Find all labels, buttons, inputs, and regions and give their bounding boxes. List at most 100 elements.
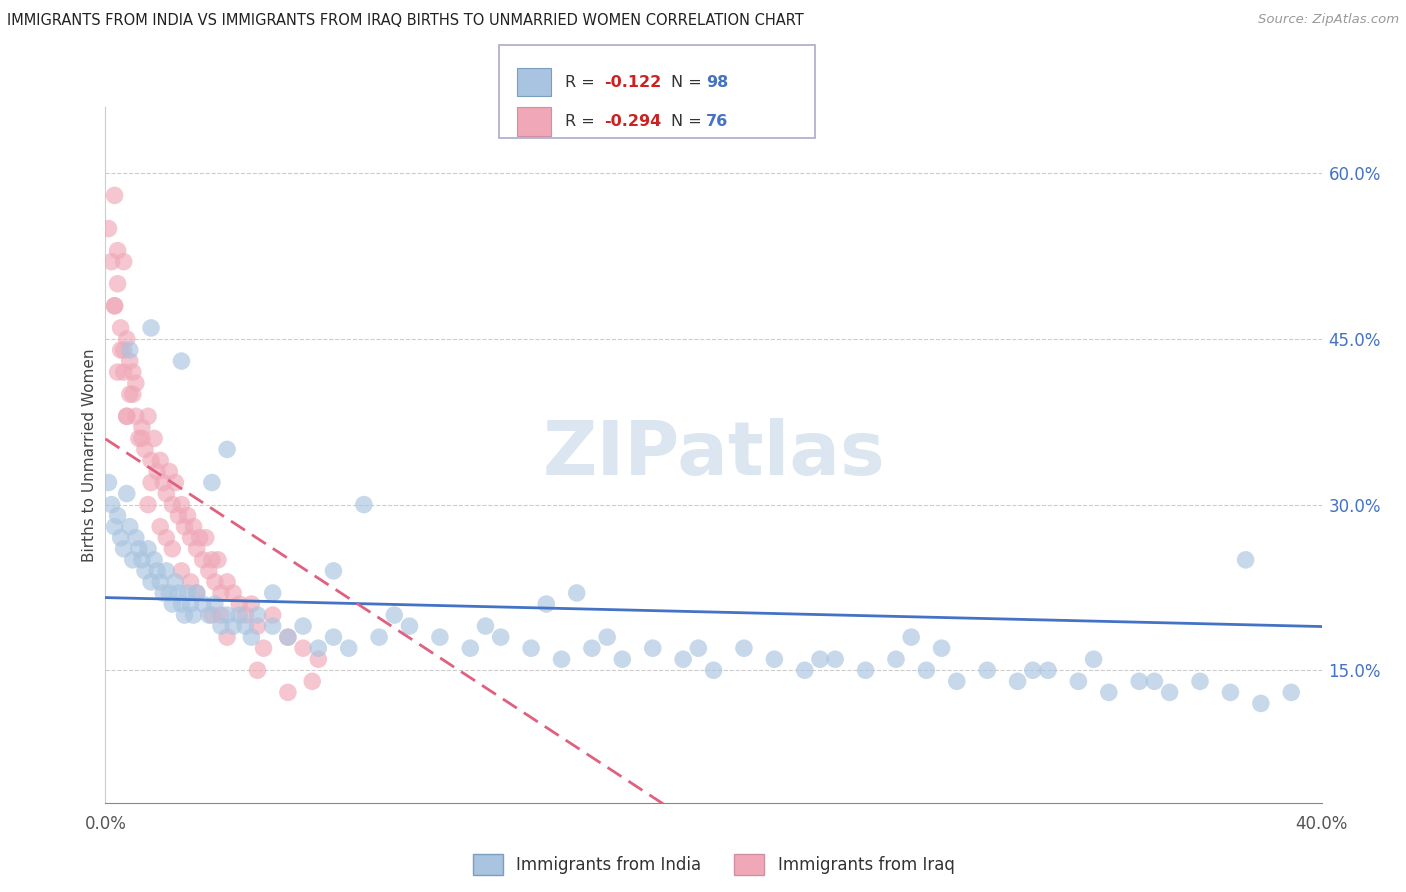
Point	[155, 564, 177, 578]
Point	[1007, 674, 1029, 689]
Point	[131, 431, 153, 445]
Point	[157, 465, 180, 479]
Point	[217, 608, 239, 623]
Point	[228, 608, 250, 623]
Point	[207, 553, 229, 567]
Point	[277, 630, 299, 644]
Point	[100, 498, 122, 512]
Point	[301, 674, 323, 689]
Point	[240, 597, 263, 611]
Point	[103, 299, 125, 313]
Point	[808, 652, 831, 666]
Point	[143, 431, 166, 445]
Point	[246, 619, 269, 633]
Point	[915, 663, 938, 677]
Point	[121, 553, 143, 567]
Point	[1036, 663, 1059, 677]
Point	[183, 608, 205, 623]
Point	[368, 630, 391, 644]
Point	[155, 486, 177, 500]
Point	[167, 508, 190, 523]
Point	[110, 531, 132, 545]
Point	[429, 630, 451, 644]
Point	[198, 564, 221, 578]
Point	[233, 619, 256, 633]
Point	[134, 564, 156, 578]
Point	[824, 652, 846, 666]
Point	[112, 254, 135, 268]
Text: ZIPatlas: ZIPatlas	[543, 418, 884, 491]
Point	[228, 597, 250, 611]
Point	[474, 619, 496, 633]
Point	[209, 608, 232, 623]
Point	[170, 597, 193, 611]
Point	[136, 541, 159, 556]
Point	[183, 519, 205, 533]
Point	[115, 486, 138, 500]
Point	[322, 630, 344, 644]
Point	[1067, 674, 1090, 689]
Point	[173, 608, 195, 623]
Point	[641, 641, 664, 656]
Point	[97, 221, 120, 235]
Point	[149, 519, 172, 533]
Point	[262, 586, 284, 600]
Point	[1128, 674, 1150, 689]
Point	[945, 674, 967, 689]
Point	[793, 663, 815, 677]
Point	[165, 475, 187, 490]
Point	[110, 321, 132, 335]
Point	[198, 608, 221, 623]
Point	[110, 343, 132, 357]
Text: N =: N =	[671, 114, 707, 129]
Point	[162, 498, 184, 512]
Point	[139, 321, 162, 335]
Point	[146, 564, 169, 578]
Point	[139, 574, 162, 589]
Point	[149, 453, 172, 467]
Point	[139, 453, 162, 467]
Point	[107, 277, 129, 291]
Text: -0.122: -0.122	[605, 75, 662, 89]
Point	[565, 586, 588, 600]
Point	[976, 663, 998, 677]
Point	[217, 442, 239, 457]
Point	[382, 608, 405, 623]
Point	[103, 188, 125, 202]
Point	[136, 409, 159, 424]
Point	[170, 354, 193, 368]
Point	[191, 553, 214, 567]
Point	[115, 332, 138, 346]
Point	[170, 564, 193, 578]
Point	[520, 641, 543, 656]
Point	[1143, 674, 1166, 689]
Text: R =: R =	[565, 75, 600, 89]
Point	[191, 597, 214, 611]
Point	[121, 365, 143, 379]
Point	[612, 652, 634, 666]
Y-axis label: Births to Unmarried Women: Births to Unmarried Women	[82, 348, 97, 562]
Point	[217, 630, 239, 644]
Point	[170, 498, 193, 512]
Point	[162, 541, 184, 556]
Point	[186, 541, 208, 556]
Text: R =: R =	[565, 114, 600, 129]
Point	[222, 586, 245, 600]
Point	[103, 299, 125, 313]
Point	[186, 586, 208, 600]
Point	[152, 586, 174, 600]
Point	[536, 597, 558, 611]
Point	[246, 663, 269, 677]
Point	[581, 641, 603, 656]
Point	[125, 376, 148, 391]
Point	[103, 519, 125, 533]
Point	[112, 365, 135, 379]
Point	[1022, 663, 1045, 677]
Point	[292, 619, 315, 633]
Point	[233, 608, 256, 623]
Point	[128, 541, 150, 556]
Point	[188, 531, 211, 545]
Point	[112, 343, 135, 357]
Point	[307, 641, 329, 656]
Point	[167, 586, 190, 600]
